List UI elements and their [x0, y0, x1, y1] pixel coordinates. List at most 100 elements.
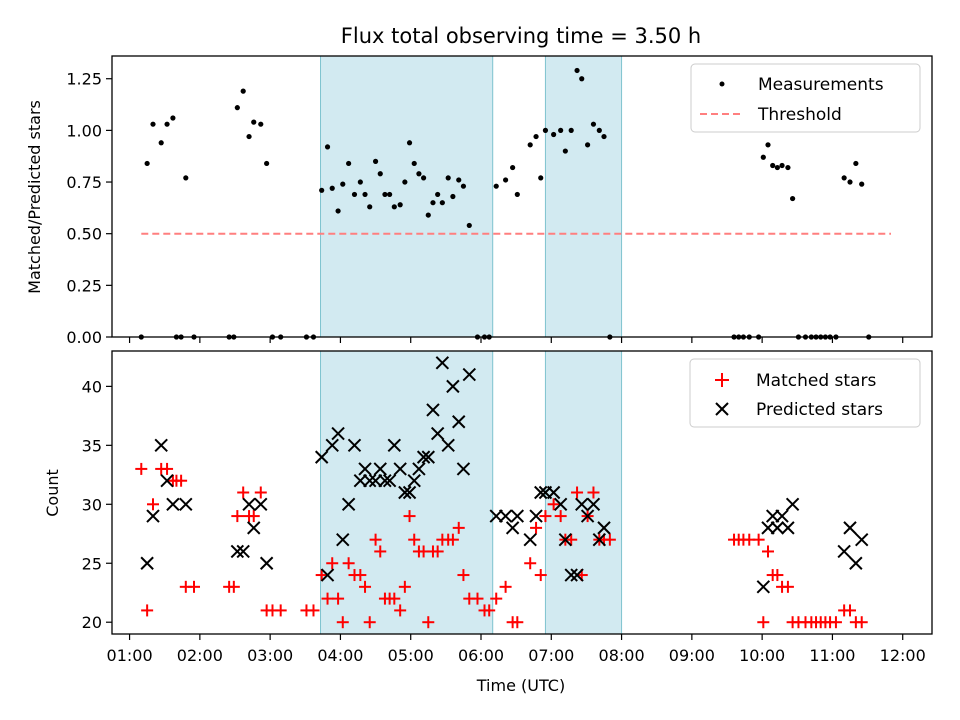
predicted-point	[523, 532, 537, 547]
measurement-point	[416, 171, 422, 177]
matched-point	[603, 533, 616, 546]
predicted-point-b	[166, 497, 180, 511]
measurement-point	[785, 164, 791, 171]
matched-point	[315, 569, 328, 582]
x-tick-label: 04:00	[317, 646, 363, 665]
predicted-point-b	[770, 521, 785, 535]
predicted-point	[166, 497, 180, 511]
matched-point	[471, 592, 484, 605]
predicted-point	[775, 509, 789, 523]
predicted-point-b	[446, 379, 460, 394]
matched-point	[394, 604, 407, 617]
matched-point	[530, 521, 543, 534]
measurement-point	[601, 133, 607, 140]
measurement-point	[542, 127, 549, 133]
predicted-point	[254, 497, 268, 511]
predicted-point	[580, 509, 595, 523]
predicted-point	[462, 367, 476, 382]
matched-point	[829, 616, 842, 629]
measurement-point	[503, 177, 509, 183]
predicted-point	[430, 426, 445, 441]
matched-point	[571, 486, 584, 499]
matched-point	[188, 580, 200, 593]
bottom-legend-box	[689, 358, 921, 428]
matched-point	[354, 569, 367, 582]
predicted-point-b	[387, 438, 402, 453]
predicted-point	[387, 438, 402, 453]
measurement-point	[533, 133, 539, 140]
matched-point	[457, 569, 470, 582]
matched-points	[135, 462, 868, 629]
predicted-point-b	[236, 544, 250, 559]
bottom-y-tick-label: 20	[82, 613, 102, 632]
predicted-point	[416, 450, 431, 464]
predicted-point-b	[553, 497, 568, 511]
predicted-point	[785, 497, 800, 511]
predicted-point	[236, 544, 250, 559]
chart-title: Flux total observing time = 3.50 h	[341, 24, 701, 48]
predicted-point-b	[358, 462, 372, 476]
predicted-point-b	[398, 485, 412, 500]
measurement-point	[340, 181, 346, 187]
bottom-x-axis: 01:00 02:00 03:00 04:00 05:00 06:00 07:00 08:00…	[107, 634, 926, 665]
predicted-point-b	[775, 509, 789, 523]
measurement-point	[790, 195, 796, 202]
bottom-y-tick-label: 30	[82, 495, 102, 514]
measurement-point	[264, 160, 270, 167]
predicted-point	[781, 521, 795, 535]
top-legend: Measurements Threshold	[690, 63, 921, 133]
predicted-point-b	[570, 568, 584, 582]
predicted-point-b	[320, 568, 335, 582]
predicted-point-b	[421, 450, 435, 464]
predicted-point-b	[242, 497, 256, 511]
predicted-point-b	[843, 521, 857, 535]
legend-marker-matched	[715, 373, 729, 387]
measurement-point	[144, 160, 150, 167]
predicted-point	[843, 521, 857, 535]
predicted-point-b	[426, 403, 440, 417]
predicted-point	[558, 532, 573, 547]
predicted-point-b	[558, 532, 573, 547]
predicted-point	[347, 438, 362, 453]
predicted-point	[160, 474, 174, 488]
predicted-point	[546, 485, 561, 500]
matched-point	[499, 580, 512, 593]
x-tick-label: 02:00	[177, 646, 223, 665]
predicted-point	[247, 521, 261, 535]
predicted-point	[421, 450, 435, 464]
predicted-point	[441, 438, 455, 453]
predicted-point	[597, 521, 611, 535]
predicted-point	[402, 485, 417, 500]
predicted-point	[553, 497, 568, 511]
predicted-point-b	[412, 462, 426, 476]
predicted-point	[341, 497, 356, 511]
predicted-point	[498, 509, 513, 523]
matched-point	[855, 616, 868, 629]
predicted-point-b	[416, 450, 431, 464]
legend-label-predicted: Predicted stars	[756, 400, 883, 420]
measurement-point	[183, 175, 189, 181]
top-y-tick-label: 0.25	[66, 276, 102, 295]
measurement-point	[765, 142, 771, 148]
predicted-point-b	[378, 474, 392, 488]
predicted-point	[529, 509, 543, 523]
x-axis-label: Time (UTC)	[476, 676, 565, 695]
predicted-point-b	[462, 367, 476, 382]
matched-point	[408, 533, 421, 546]
predicted-point-b	[580, 509, 595, 523]
matched-point	[781, 580, 794, 593]
matched-point	[403, 510, 416, 523]
measurement-point	[579, 76, 585, 82]
measurement-point	[351, 191, 358, 198]
predicted-point-b	[430, 426, 445, 441]
predicted-point-b	[546, 485, 561, 500]
predicted-point	[398, 485, 412, 500]
predicted-point-b	[230, 544, 245, 559]
matched-point	[431, 545, 444, 558]
predicted-point	[325, 438, 339, 453]
predicted-point-b	[407, 474, 421, 488]
measurement-point	[445, 175, 451, 181]
measurement-point	[585, 142, 591, 148]
x-tick-label: 01:00	[107, 646, 153, 665]
